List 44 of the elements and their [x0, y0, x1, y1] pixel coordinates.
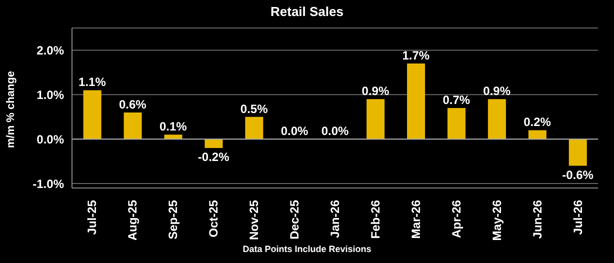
x-tick-label: Nov-25 — [247, 200, 262, 240]
y-tick-label: -1.0% — [32, 176, 64, 191]
x-tick-label: Jul-25 — [85, 200, 100, 235]
bar — [124, 112, 142, 140]
x-tick-label: Feb-26 — [368, 200, 382, 239]
bar — [366, 99, 385, 140]
data-label: 0.9% — [362, 84, 390, 98]
data-label: 1.7% — [402, 48, 430, 63]
data-label: 0.0% — [280, 124, 309, 138]
data-label: 0.9% — [483, 84, 511, 98]
x-tick-label: Oct-25 — [206, 200, 221, 238]
bar — [568, 139, 587, 166]
x-tick-label: May-26 — [490, 200, 504, 241]
bar — [164, 134, 182, 140]
y-tick-label: 1.0% — [36, 88, 64, 102]
y-tick-label: 2.0% — [36, 43, 64, 58]
data-label: 0.6% — [119, 97, 147, 112]
x-tick-label: Apr-26 — [449, 200, 464, 238]
data-label: 0.5% — [240, 102, 268, 116]
data-label: 0.0% — [321, 124, 349, 138]
text: Data Points Include Revisions — [242, 244, 372, 254]
bar — [204, 139, 223, 148]
x-tick-label: Dec-25 — [288, 200, 302, 240]
chart-title: Retail Sales — [270, 4, 344, 19]
data-label: 0.2% — [524, 115, 552, 130]
x-tick-label: Aug-25 — [126, 200, 140, 241]
x-tick-label: Jan-26 — [328, 200, 342, 238]
x-tick-label: Sep-25 — [166, 200, 180, 240]
bar — [407, 64, 426, 140]
bar — [447, 108, 466, 140]
data-label: -0.2% — [198, 150, 230, 164]
x-tick-label: Mar-26 — [408, 200, 423, 239]
y-axis-title: m/m % change — [4, 70, 17, 148]
x-tick-label: Jul-26 — [570, 200, 585, 235]
bar — [83, 90, 102, 140]
data-label: 0.1% — [159, 120, 188, 134]
bar — [528, 130, 546, 140]
y-tick-label: 0.0% — [36, 132, 64, 146]
bar — [245, 116, 264, 140]
data-label: 1.1% — [78, 75, 106, 90]
bar — [488, 99, 506, 140]
data-label: 0.7% — [442, 93, 470, 107]
x-tick-label: Jun-26 — [530, 200, 544, 239]
data-label: -0.6% — [562, 168, 594, 182]
